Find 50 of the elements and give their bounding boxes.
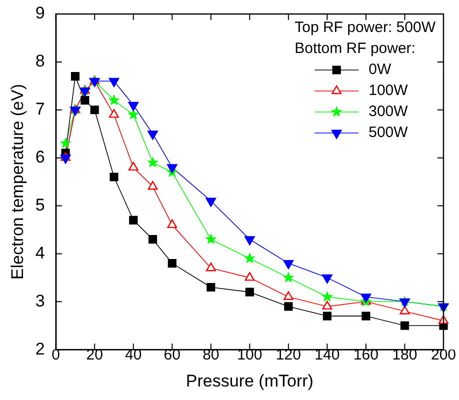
point	[60, 137, 72, 148]
legend-label: 100W	[368, 82, 409, 100]
point	[168, 259, 176, 268]
point	[284, 302, 293, 311]
y-tick-label: 4	[35, 243, 45, 262]
point	[244, 272, 255, 281]
legend-label: 500W	[368, 124, 409, 142]
legend-label: 300W	[368, 103, 409, 120]
point	[206, 282, 216, 292]
y-tick-label: 8	[35, 52, 45, 71]
point	[109, 109, 119, 118]
point	[129, 216, 138, 224]
y-tick-label: 2	[35, 339, 45, 358]
point	[70, 72, 80, 81]
point	[322, 300, 332, 310]
point	[80, 96, 90, 105]
point	[128, 102, 138, 111]
point	[108, 94, 120, 106]
point	[108, 78, 120, 87]
point	[147, 156, 158, 168]
point	[400, 306, 410, 314]
y-tick-label: 9	[35, 4, 45, 23]
point	[400, 321, 410, 330]
point	[110, 172, 118, 182]
point	[321, 290, 333, 302]
point	[148, 180, 158, 190]
y-axis-title: Electron temperature (eV)	[8, 84, 27, 280]
point	[362, 312, 370, 320]
legend-title: Bottom RF power:	[294, 40, 416, 58]
point	[322, 312, 332, 320]
point	[205, 233, 217, 244]
y-tick-label: 6	[35, 148, 45, 167]
point	[80, 87, 90, 96]
point	[282, 272, 294, 283]
point	[128, 162, 138, 171]
point	[128, 108, 140, 120]
point	[206, 262, 216, 272]
y-tick-label: 7	[35, 100, 45, 119]
annotation: Top RF power: 500W	[294, 19, 436, 36]
point	[167, 219, 178, 228]
point	[90, 106, 99, 114]
y-tick-label: 3	[35, 291, 45, 310]
y-tick-label: 5	[35, 195, 45, 214]
point	[284, 291, 294, 300]
x-axis-title: Pressure (mTorr)	[186, 371, 314, 390]
legend-label: 0W	[368, 61, 392, 78]
point	[245, 288, 254, 296]
point	[148, 235, 158, 244]
point	[90, 78, 100, 87]
point	[244, 252, 256, 264]
